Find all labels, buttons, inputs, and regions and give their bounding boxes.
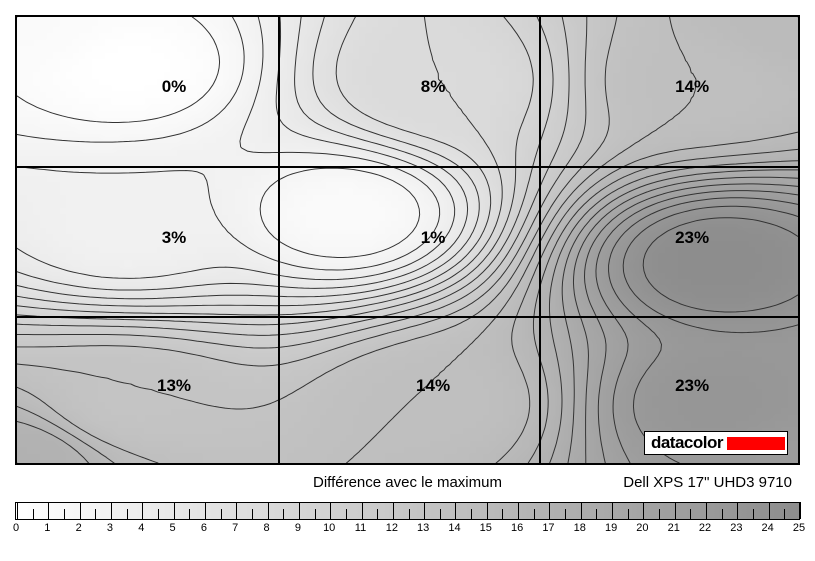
scale-minor-tick — [252, 509, 253, 519]
scale-minor-tick — [596, 509, 597, 519]
scale-number: 2 — [76, 522, 82, 534]
scale-number: 14 — [448, 522, 460, 534]
scale-minor-tick — [189, 509, 190, 519]
scale-number: 21 — [668, 522, 680, 534]
scale-number: 22 — [699, 522, 711, 534]
grid-horizontal-1 — [17, 166, 798, 168]
scale-number: 1 — [44, 522, 50, 534]
color-scale: 0123456789101112131415161718192021222324… — [15, 502, 800, 550]
scale-number: 17 — [542, 522, 554, 534]
zone-label-2-1: 14% — [416, 376, 450, 396]
scale-number: 15 — [480, 522, 492, 534]
scale-tick — [205, 502, 206, 519]
scale-minor-tick — [127, 509, 128, 519]
scale-minor-tick — [722, 509, 723, 519]
scale-minor-tick — [471, 509, 472, 519]
grid-horizontal-2 — [17, 316, 798, 318]
scale-tick — [549, 502, 550, 519]
scale-minor-tick — [753, 509, 754, 519]
scale-number: 11 — [355, 522, 366, 534]
scale-tick — [393, 502, 394, 519]
scale-minor-tick — [409, 509, 410, 519]
scale-number: 3 — [107, 522, 113, 534]
zone-label-0-0: 0% — [162, 77, 187, 97]
zone-label-0-2: 14% — [675, 77, 709, 97]
brand-text: datacolor — [651, 433, 723, 453]
scale-minor-tick — [440, 509, 441, 519]
scale-number: 25 — [793, 522, 805, 534]
uniformity-contour-chart: 0% 8% 14% 3% 1% 23% 13% 14% 23% datacolor — [15, 15, 800, 465]
scale-tick — [800, 502, 801, 519]
scale-tick — [675, 502, 676, 519]
scale-minor-tick — [784, 509, 785, 519]
device-model-label: Dell XPS 17" UHD3 9710 — [623, 474, 792, 491]
scale-number: 20 — [636, 522, 648, 534]
scale-tick — [268, 502, 269, 519]
scale-number: 12 — [386, 522, 398, 534]
scale-minor-tick — [502, 509, 503, 519]
scale-tick — [111, 502, 112, 519]
scale-minor-tick — [33, 509, 34, 519]
scale-tick — [769, 502, 770, 519]
scale-minor-tick — [346, 509, 347, 519]
scale-tick — [424, 502, 425, 519]
scale-tick — [236, 502, 237, 519]
zone-label-1-2: 23% — [675, 228, 709, 248]
scale-tick — [455, 502, 456, 519]
scale-tick — [17, 502, 18, 519]
scale-number: 9 — [295, 522, 301, 534]
scale-number: 6 — [201, 522, 207, 534]
scale-tick — [142, 502, 143, 519]
zone-label-2-2: 23% — [675, 376, 709, 396]
scale-tick — [643, 502, 644, 519]
scale-tick — [487, 502, 488, 519]
brand-swatch — [727, 437, 785, 450]
scale-number: 5 — [170, 522, 176, 534]
scale-tick — [706, 502, 707, 519]
scale-tick — [518, 502, 519, 519]
scale-number: 4 — [138, 522, 144, 534]
scale-tick — [581, 502, 582, 519]
scale-number: 16 — [511, 522, 523, 534]
scale-number: 8 — [263, 522, 269, 534]
scale-number: 19 — [605, 522, 617, 534]
scale-number: 13 — [417, 522, 429, 534]
scale-minor-tick — [158, 509, 159, 519]
scale-number: 24 — [762, 522, 774, 534]
scale-tick — [80, 502, 81, 519]
scale-number: 7 — [232, 522, 238, 534]
scale-minor-tick — [64, 509, 65, 519]
scale-tick — [330, 502, 331, 519]
scale-tick — [299, 502, 300, 519]
scale-minor-tick — [534, 509, 535, 519]
scale-tick — [362, 502, 363, 519]
scale-gradient — [15, 502, 800, 520]
scale-minor-tick — [377, 509, 378, 519]
scale-number: 10 — [323, 522, 335, 534]
scale-minor-tick — [283, 509, 284, 519]
scale-tick — [612, 502, 613, 519]
scale-tick — [737, 502, 738, 519]
scale-tick — [174, 502, 175, 519]
scale-number: 23 — [730, 522, 742, 534]
scale-minor-tick — [565, 509, 566, 519]
scale-number: 18 — [574, 522, 586, 534]
scale-tick — [48, 502, 49, 519]
datacolor-badge: datacolor — [644, 431, 788, 455]
zone-label-1-1: 1% — [421, 228, 446, 248]
scale-minor-tick — [221, 509, 222, 519]
zone-label-0-1: 8% — [421, 77, 446, 97]
scale-minor-tick — [315, 509, 316, 519]
grid-vertical-1 — [278, 17, 280, 463]
scale-minor-tick — [95, 509, 96, 519]
zone-label-1-0: 3% — [162, 228, 187, 248]
zone-label-2-0: 13% — [157, 376, 191, 396]
scale-minor-tick — [659, 509, 660, 519]
grid-vertical-2 — [539, 17, 541, 463]
scale-number: 0 — [13, 522, 19, 534]
scale-minor-tick — [628, 509, 629, 519]
scale-minor-tick — [690, 509, 691, 519]
